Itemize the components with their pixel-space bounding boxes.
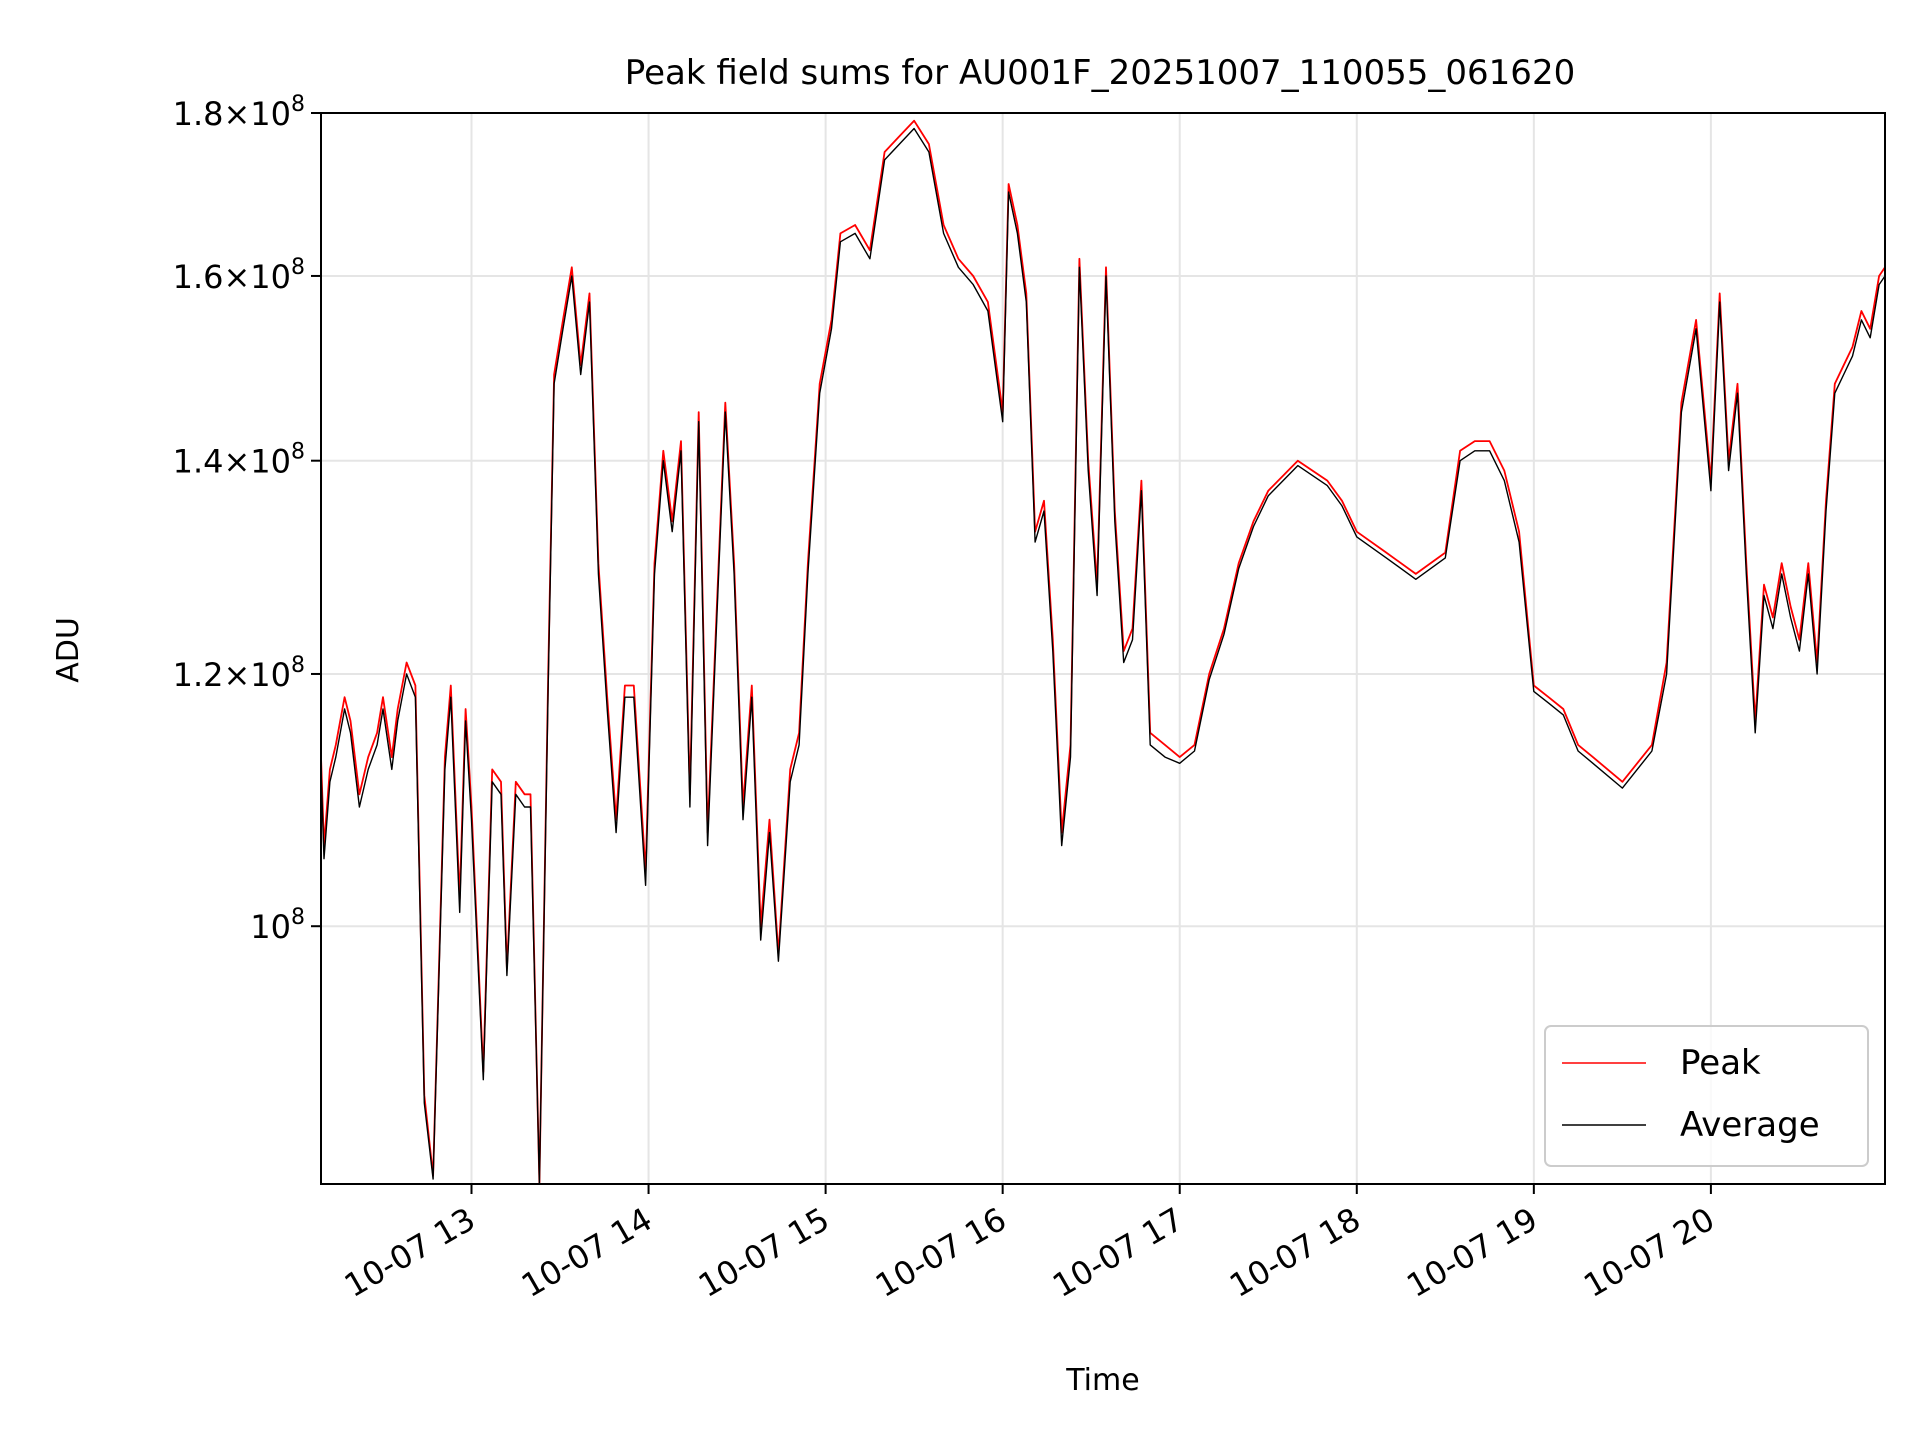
series-line-average: [321, 127, 1885, 1184]
chart-title: Peak field sums for AU001F_20251007_1100…: [625, 53, 1575, 93]
y-tick-mantissa: 1.8: [173, 95, 224, 133]
legend-box: [1544, 1025, 1869, 1167]
y-tick-mantissa: 1.4: [173, 443, 224, 481]
y-tick-exponent: 8: [291, 255, 305, 280]
y-tick-base: ×10: [223, 443, 291, 481]
legend: Peak Average: [1544, 1025, 1869, 1167]
y-tick-exponent: 8: [291, 653, 305, 678]
grid: [321, 112, 1885, 1184]
y-tick-base: 10: [250, 908, 291, 946]
y-tick-label: 108: [250, 905, 305, 946]
series-layer: [321, 119, 1885, 1184]
y-tick-label: 1.6×108: [173, 255, 305, 296]
y-tick-label: 1.8×108: [173, 92, 305, 133]
legend-label-average: Average: [1680, 1105, 1820, 1145]
legend-label-peak: Peak: [1680, 1043, 1761, 1083]
y-tick-exponent: 8: [291, 440, 305, 465]
plot-frame: [320, 112, 1886, 1185]
y-tick-base: ×10: [223, 95, 291, 133]
y-tick-exponent: 8: [291, 92, 305, 117]
y-tick-base: ×10: [223, 656, 291, 694]
y-tick-exponent: 8: [291, 905, 305, 930]
y-tick-label: 1.2×108: [173, 653, 305, 694]
x-axis-label: Time: [1065, 1363, 1139, 1398]
y-tick-mantissa: 1.2: [173, 656, 224, 694]
y-tick-mantissa: 1.6: [173, 258, 224, 296]
y-tick-label: 1.4×108: [173, 440, 305, 481]
y-axis-label: ADU: [51, 617, 86, 683]
y-tick-base: ×10: [223, 258, 291, 296]
